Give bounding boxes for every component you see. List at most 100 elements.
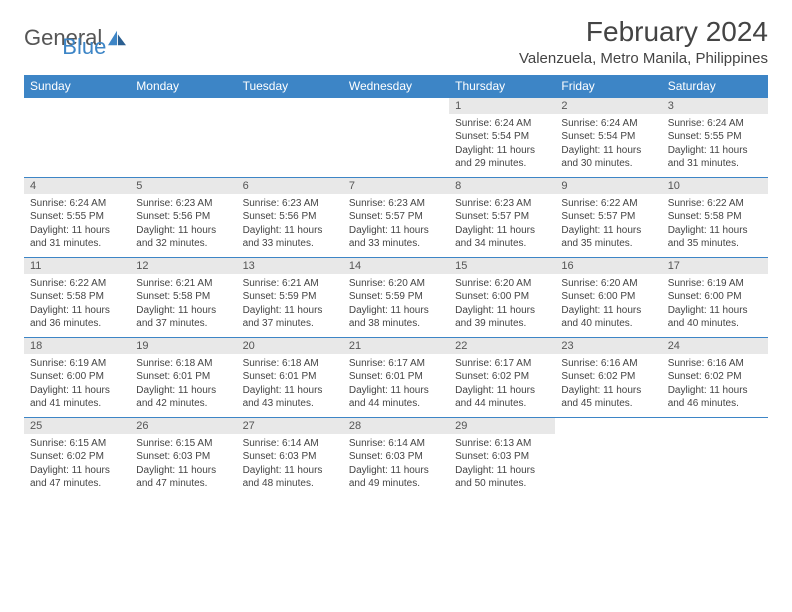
daylight-line: Daylight: 11 hours and 39 minutes. — [455, 304, 549, 331]
daylight-line: Daylight: 11 hours and 40 minutes. — [668, 304, 762, 331]
location-text: Valenzuela, Metro Manila, Philippines — [519, 50, 768, 67]
day-content-cell: Sunrise: 6:24 AMSunset: 5:55 PMDaylight:… — [662, 114, 768, 174]
day-number-cell: 26 — [130, 418, 236, 434]
brand-part2: Blue — [62, 34, 106, 59]
day-number-cell: 7 — [343, 178, 449, 194]
weekday-header: Friday — [555, 75, 661, 98]
day-content-cell: Sunrise: 6:22 AMSunset: 5:58 PMDaylight:… — [662, 194, 768, 254]
day-content-cell: Sunrise: 6:16 AMSunset: 6:02 PMDaylight:… — [662, 354, 768, 414]
weekday-header: Thursday — [449, 75, 555, 98]
day-content-cell: Sunrise: 6:21 AMSunset: 5:58 PMDaylight:… — [130, 274, 236, 334]
daylight-line: Daylight: 11 hours and 33 minutes. — [349, 224, 443, 251]
day-number-cell — [130, 98, 236, 114]
sunset-line: Sunset: 6:03 PM — [243, 450, 337, 464]
daylight-line: Daylight: 11 hours and 33 minutes. — [243, 224, 337, 251]
daylight-line: Daylight: 11 hours and 35 minutes. — [561, 224, 655, 251]
day-content-row: Sunrise: 6:24 AMSunset: 5:55 PMDaylight:… — [24, 194, 768, 254]
sunset-line: Sunset: 6:01 PM — [243, 370, 337, 384]
header: General Blue February 2024 Valenzuela, M… — [24, 16, 768, 67]
title-block: February 2024 Valenzuela, Metro Manila, … — [519, 16, 768, 67]
sunrise-line: Sunrise: 6:23 AM — [243, 197, 337, 211]
sunset-line: Sunset: 5:57 PM — [349, 210, 443, 224]
day-content-cell: Sunrise: 6:18 AMSunset: 6:01 PMDaylight:… — [237, 354, 343, 414]
daynum-row: 2526272829 — [24, 418, 768, 434]
weekday-header: Monday — [130, 75, 236, 98]
daylight-line: Daylight: 11 hours and 47 minutes. — [136, 464, 230, 491]
sunrise-line: Sunrise: 6:15 AM — [136, 437, 230, 451]
day-number-cell: 20 — [237, 338, 343, 354]
sunrise-line: Sunrise: 6:19 AM — [668, 277, 762, 291]
day-number-cell: 22 — [449, 338, 555, 354]
day-content-cell: Sunrise: 6:18 AMSunset: 6:01 PMDaylight:… — [130, 354, 236, 414]
daylight-line: Daylight: 11 hours and 43 minutes. — [243, 384, 337, 411]
day-content-cell: Sunrise: 6:23 AMSunset: 5:57 PMDaylight:… — [449, 194, 555, 254]
day-number-cell: 21 — [343, 338, 449, 354]
sunset-line: Sunset: 5:59 PM — [349, 290, 443, 304]
sunrise-line: Sunrise: 6:16 AM — [561, 357, 655, 371]
sunset-line: Sunset: 5:56 PM — [243, 210, 337, 224]
sunrise-line: Sunrise: 6:19 AM — [30, 357, 124, 371]
day-content-cell: Sunrise: 6:19 AMSunset: 6:00 PMDaylight:… — [662, 274, 768, 334]
day-content-cell: Sunrise: 6:24 AMSunset: 5:54 PMDaylight:… — [449, 114, 555, 174]
day-number-cell: 25 — [24, 418, 130, 434]
sunrise-line: Sunrise: 6:18 AM — [243, 357, 337, 371]
day-number-cell: 27 — [237, 418, 343, 434]
sunset-line: Sunset: 5:54 PM — [455, 130, 549, 144]
sunrise-line: Sunrise: 6:20 AM — [349, 277, 443, 291]
day-number-cell — [662, 418, 768, 434]
day-number-cell: 14 — [343, 258, 449, 274]
day-content-cell: Sunrise: 6:22 AMSunset: 5:57 PMDaylight:… — [555, 194, 661, 254]
month-title: February 2024 — [519, 16, 768, 48]
daylight-line: Daylight: 11 hours and 44 minutes. — [455, 384, 549, 411]
daylight-line: Daylight: 11 hours and 31 minutes. — [30, 224, 124, 251]
sunrise-line: Sunrise: 6:24 AM — [668, 117, 762, 131]
daylight-line: Daylight: 11 hours and 36 minutes. — [30, 304, 124, 331]
sunset-line: Sunset: 6:00 PM — [30, 370, 124, 384]
sunrise-line: Sunrise: 6:16 AM — [668, 357, 762, 371]
sunrise-line: Sunrise: 6:15 AM — [30, 437, 124, 451]
daylight-line: Daylight: 11 hours and 40 minutes. — [561, 304, 655, 331]
day-content-cell: Sunrise: 6:23 AMSunset: 5:56 PMDaylight:… — [237, 194, 343, 254]
sunset-line: Sunset: 5:57 PM — [561, 210, 655, 224]
day-number-cell: 17 — [662, 258, 768, 274]
daylight-line: Daylight: 11 hours and 38 minutes. — [349, 304, 443, 331]
sunrise-line: Sunrise: 6:22 AM — [561, 197, 655, 211]
day-number-cell: 23 — [555, 338, 661, 354]
sunset-line: Sunset: 6:02 PM — [455, 370, 549, 384]
day-number-cell: 10 — [662, 178, 768, 194]
daylight-line: Daylight: 11 hours and 49 minutes. — [349, 464, 443, 491]
day-content-cell — [130, 114, 236, 174]
day-number-cell: 29 — [449, 418, 555, 434]
weekday-header: Sunday — [24, 75, 130, 98]
day-number-cell: 16 — [555, 258, 661, 274]
sunrise-line: Sunrise: 6:17 AM — [349, 357, 443, 371]
day-content-cell: Sunrise: 6:21 AMSunset: 5:59 PMDaylight:… — [237, 274, 343, 334]
daynum-row: 45678910 — [24, 178, 768, 194]
day-content-row: Sunrise: 6:19 AMSunset: 6:00 PM Daylight:… — [24, 354, 768, 414]
weekday-header: Tuesday — [237, 75, 343, 98]
daylight-line: Daylight: 11 hours and 44 minutes. — [349, 384, 443, 411]
day-content-cell: Sunrise: 6:24 AMSunset: 5:54 PMDaylight:… — [555, 114, 661, 174]
daylight-line: Daylight: 11 hours and 30 minutes. — [561, 144, 655, 171]
day-content-row: Sunrise: 6:24 AM Sunset: 5:54 PM Daylight:… — [24, 114, 768, 174]
sunrise-line: Sunrise: 6:24 AM — [30, 197, 124, 211]
day-content-cell: Sunrise: 6:20 AMSunset: 6:00 PMDaylight:… — [449, 274, 555, 334]
day-content-cell: Sunrise: 6:14 AMSunset: 6:03 PMDaylight:… — [343, 434, 449, 494]
sunset-line: Sunset: 6:03 PM — [349, 450, 443, 464]
sunset-line: Sunset: 6:00 PM — [455, 290, 549, 304]
daylight-line: Daylight: 11 hours and 32 minutes. — [136, 224, 230, 251]
sunset-line: Sunset: 6:03 PM — [455, 450, 549, 464]
sunset-line: Sunset: 6:02 PM — [668, 370, 762, 384]
sunset-line: Sunset: 6:00 PM — [668, 290, 762, 304]
daylight-line: Daylight: 11 hours and 37 minutes. — [136, 304, 230, 331]
daylight-line: Daylight: 11 hours and 35 minutes. — [668, 224, 762, 251]
sunset-line: Sunset: 6:02 PM — [30, 450, 124, 464]
calendar-table: SundayMondayTuesdayWednesdayThursdayFrid… — [24, 75, 768, 498]
day-number-cell: 3 — [662, 98, 768, 114]
day-content-cell — [237, 114, 343, 174]
day-number-cell: 12 — [130, 258, 236, 274]
day-content-row: Sunrise: 6:22 AMSunset: 5:58 PMDaylight:… — [24, 274, 768, 334]
sunrise-line: Sunrise: 6:14 AM — [243, 437, 337, 451]
sunrise-line: Sunrise: 6:22 AM — [30, 277, 124, 291]
day-number-cell — [343, 98, 449, 114]
